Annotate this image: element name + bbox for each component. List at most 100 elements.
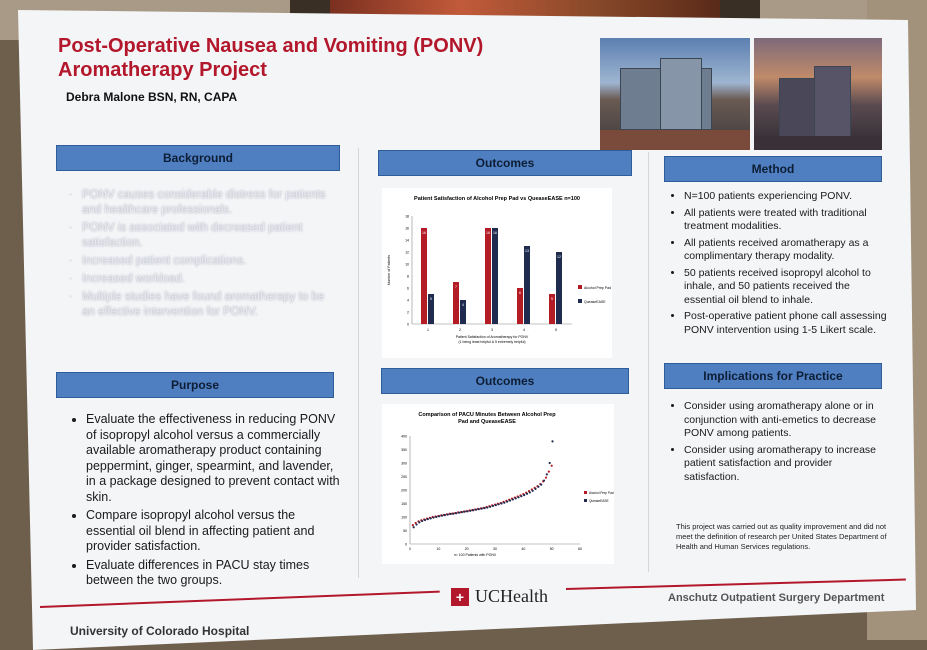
data-point [455, 512, 458, 515]
data-point [429, 517, 432, 520]
data-point [525, 492, 529, 495]
data-point [460, 511, 463, 514]
implications-heading: Implications for Practice [664, 363, 882, 389]
data-point [534, 487, 537, 491]
outcomes-heading-2: Outcomes [381, 368, 629, 394]
y-tick-label: 2 [407, 311, 409, 315]
data-point [449, 512, 452, 516]
data-point [508, 499, 512, 502]
poster-title: Post-Operative Nausea and Vomiting (PONV… [58, 34, 598, 82]
data-point [514, 497, 517, 500]
data-point [469, 509, 472, 512]
data-point [511, 498, 514, 501]
bar [492, 228, 498, 324]
author: Debra Malone BSN, RN, CAPA [66, 90, 238, 104]
institution-name: University of Colorado Hospital [70, 624, 250, 638]
bar-value-label: 5 [551, 297, 553, 301]
data-point [528, 491, 531, 494]
data-point [489, 505, 492, 508]
data-point [463, 510, 466, 513]
y-tick-label: 16 [405, 227, 409, 231]
data-point [415, 523, 418, 526]
data-point [480, 507, 483, 510]
list-item: Consider using aromatherapy to increase … [684, 444, 890, 485]
footer-rule-left [39, 590, 440, 608]
x-axis-label: n= 100 Patients with PONV [454, 553, 497, 557]
data-point [486, 506, 489, 509]
y-tick-label: 4 [407, 299, 409, 303]
list-item: Consider using aromatherapy alone or in … [684, 400, 890, 441]
bar-value-label: 13 [525, 249, 529, 253]
chart-title-line-2: Pad and QueaseEASE [458, 419, 516, 425]
footer-rule-right [565, 578, 906, 590]
x-tick-label: 1 [427, 328, 429, 332]
hospital-photo-dusk [754, 38, 882, 150]
legend-label: QueaseEASE [584, 300, 606, 304]
method-heading: Method [664, 156, 882, 182]
list-item: All patients were treated with tradition… [684, 207, 890, 234]
y-tick-label: 400 [401, 435, 407, 439]
y-tick-label: 250 [401, 475, 407, 479]
uchealth-logo: + UCHealth [451, 586, 548, 607]
bar-value-label: 7 [455, 285, 457, 289]
department-name: Anschutz Outpatient Surgery Department [668, 592, 885, 604]
data-point [520, 495, 523, 498]
y-tick-label: 100 [401, 516, 407, 520]
legend-swatch [584, 499, 587, 502]
data-point [435, 515, 438, 519]
outcomes-heading-1: Outcomes [378, 150, 632, 176]
list-item: Compare isopropyl alcohol versus the ess… [86, 508, 342, 555]
bar [517, 288, 523, 324]
data-point [472, 509, 475, 512]
data-point [523, 494, 526, 497]
data-point [537, 485, 540, 488]
x-axis-label-2: (1 being least helpful & 5 extremely hel… [458, 340, 525, 344]
data-point [483, 506, 486, 510]
list-item: Post-operative patient phone call assess… [684, 310, 890, 337]
data-point [414, 521, 417, 525]
bar [524, 246, 530, 324]
data-point [544, 476, 548, 479]
satisfaction-bar-chart: Patient Satisfaction of Alcohol Prep Pad… [382, 188, 612, 358]
bar [485, 228, 491, 324]
x-tick-label: 0 [409, 547, 411, 551]
data-point [466, 510, 469, 513]
legend-label: QueaseEASE [589, 499, 609, 503]
data-point [506, 500, 509, 503]
bar [428, 294, 434, 324]
list-item: PONV is associated with decreased patien… [82, 221, 336, 251]
legend-swatch [578, 299, 582, 303]
y-tick-label: 6 [407, 287, 409, 291]
logo-text: UCHealth [475, 586, 548, 606]
bar-value-label: 16 [493, 231, 497, 235]
data-point [550, 464, 553, 467]
y-tick-label: 150 [401, 502, 407, 506]
legend-label: Alcohol Prep Pad [584, 286, 611, 290]
list-item: Increased patient complications. [82, 254, 336, 269]
bar-value-label: 16 [422, 231, 426, 235]
x-tick-label: 10 [436, 547, 440, 551]
data-point [418, 521, 421, 524]
y-axis-label: Number of Patients [387, 255, 391, 285]
chart-title: Patient Satisfaction of Alcohol Prep Pad… [414, 196, 580, 202]
cross-icon: + [451, 587, 469, 606]
list-item: N=100 patients experiencing PONV. [684, 190, 890, 204]
y-tick-label: 0 [405, 543, 407, 547]
method-body: N=100 patients experiencing PONV. All pa… [668, 190, 890, 340]
data-point [438, 515, 441, 518]
bar [549, 294, 555, 324]
data-point [500, 502, 503, 505]
y-tick-label: 18 [405, 215, 409, 219]
poster: Post-Operative Nausea and Vomiting (PONV… [18, 10, 916, 650]
background-body: PONV causes considerable distress for pa… [66, 188, 336, 323]
data-point [545, 473, 548, 476]
purpose-body: Evaluate the effectiveness in reducing P… [70, 412, 342, 592]
data-point [494, 504, 497, 507]
data-point [421, 519, 424, 523]
y-tick-label: 50 [403, 529, 407, 533]
bar-value-label: 16 [486, 231, 490, 235]
data-point [547, 470, 550, 473]
bar [556, 252, 562, 324]
data-point [542, 479, 546, 482]
x-tick-label: 3 [491, 328, 493, 332]
